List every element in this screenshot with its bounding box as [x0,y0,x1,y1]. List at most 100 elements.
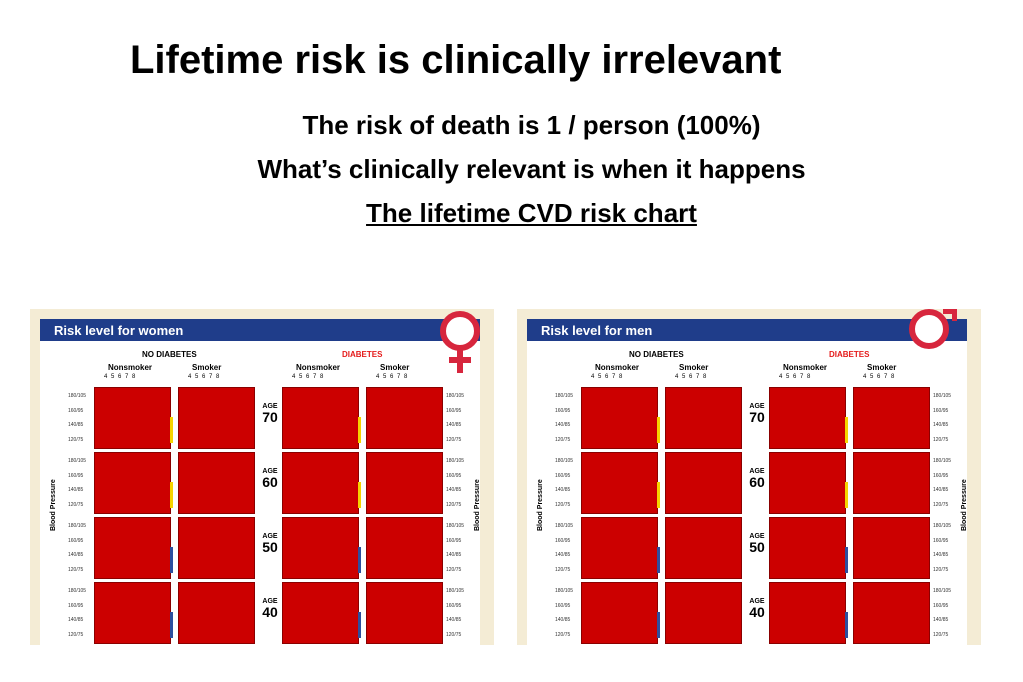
risk-edge-strip [358,547,361,573]
no-diabetes-heading: NO DIABETES [629,350,684,359]
chart-header: Risk level for women [40,319,480,341]
bp-values: 180/105 160/95 140/85 120/75 [933,584,951,642]
age-label: AGE 60 [256,468,284,489]
risk-cell-block [178,582,255,644]
risk-edge-strip [170,417,173,443]
bp-value: 160/95 [933,602,949,609]
risk-cell-block [366,387,443,449]
bp-axis-label: Blood Pressure [961,479,968,531]
age-value: 40 [262,604,278,620]
risk-cell-block [665,582,742,644]
nonsmoker-column-label: Nonsmoker [108,363,153,372]
smoker-column-label: Smoker [867,363,897,372]
bp-axis-label: Blood Pressure [50,479,57,531]
bp-value: 140/85 [933,552,949,558]
age-label: AGE 40 [256,598,284,619]
bp-value: 160/95 [446,407,462,414]
bp-value: 160/95 [933,407,949,414]
cholesterol-ticks: 4 5 6 7 8 [675,374,708,380]
bp-value: 160/95 [446,602,462,609]
age-text: AGE [262,533,278,540]
bp-value: 160/95 [68,472,84,479]
bp-value: 120/75 [933,501,949,508]
chart-heading: Risk level for women [54,323,184,338]
age-value: 70 [262,409,278,425]
bp-value: 160/95 [555,537,571,544]
risk-edge-strip [845,417,848,443]
risk-cell-block [282,517,359,579]
bp-value: 120/75 [68,566,84,573]
risk-cell-block [853,387,930,449]
cholesterol-ticks: 4 5 6 7 8 [591,374,624,380]
bp-value: 180/105 [555,588,574,594]
age-text: AGE [749,468,765,475]
bp-values: 180/105 160/95 140/85 120/75 [68,454,86,512]
age-value: 50 [749,539,765,555]
bp-value: 160/95 [555,472,571,479]
risk-edge-strip [657,482,660,508]
diabetes-heading: DIABETES [342,350,383,359]
smoker-column-label: Smoker [679,363,709,372]
bp-value: 120/75 [933,566,949,573]
bp-value: 140/85 [446,552,462,558]
bp-values: 180/105 160/95 140/85 120/75 [933,389,951,447]
risk-edge-strip [170,482,173,508]
risk-cell-block [94,582,171,644]
risk-cell-block [94,517,171,579]
risk-cell-block [178,517,255,579]
bp-value: 140/85 [933,487,949,493]
bp-value: 180/105 [446,588,465,594]
no-diabetes-heading: NO DIABETES [142,350,197,359]
bp-value: 140/85 [446,422,462,428]
risk-edge-strip [358,612,361,638]
nonsmoker-column-label: Nonsmoker [783,363,828,372]
bp-value: 160/95 [933,472,949,479]
risk-edge-strip [657,547,660,573]
bp-value: 180/105 [933,588,952,594]
bp-value: 140/85 [446,487,462,493]
risk-cell-block [769,517,846,579]
bp-values: 180/105 160/95 140/85 120/75 [68,584,86,642]
bp-value: 180/105 [555,523,574,529]
bp-value: 180/105 [68,523,87,529]
risk-edge-strip [170,547,173,573]
age-label: AGE 70 [743,403,771,424]
age-text: AGE [262,598,278,605]
bp-axis-label: Blood Pressure [537,479,544,531]
bp-value: 140/85 [555,552,571,558]
bp-value: 120/75 [68,631,84,638]
risk-cell-block [769,582,846,644]
risk-cell-block [853,517,930,579]
bp-value: 140/85 [933,422,949,428]
male-symbol-icon [909,309,957,349]
age-value: 70 [749,409,765,425]
risk-edge-strip [657,612,660,638]
risk-cell-block [282,582,359,644]
risk-edge-strip [845,547,848,573]
bp-value: 180/105 [68,393,87,399]
bp-value: 120/75 [555,436,571,443]
bp-value: 140/85 [68,487,84,493]
bp-value: 160/95 [446,537,462,544]
bp-axis-label: Blood Pressure [474,479,481,531]
age-value: 40 [749,604,765,620]
bp-values: 180/105 160/95 140/85 120/75 [68,389,86,447]
bp-value: 160/95 [446,472,462,479]
bp-values: 180/105 160/95 140/85 120/75 [446,454,464,512]
risk-cell-block [178,387,255,449]
risk-cell-block [366,517,443,579]
bp-value: 140/85 [555,422,571,428]
cholesterol-ticks: 4 5 6 7 8 [779,374,812,380]
risk-cell-block [366,582,443,644]
bp-value: 160/95 [68,537,84,544]
bp-value: 180/105 [933,523,952,529]
risk-cell-block [366,452,443,514]
bp-values: 180/105 160/95 140/85 120/75 [933,454,951,512]
risk-edge-strip [845,612,848,638]
risk-edge-strip [657,417,660,443]
bp-value: 140/85 [555,487,571,493]
risk-cell-block [282,452,359,514]
bp-values: 180/105 160/95 140/85 120/75 [446,519,464,577]
cholesterol-ticks: 4 5 6 7 8 [104,374,137,380]
risk-edge-strip [358,482,361,508]
